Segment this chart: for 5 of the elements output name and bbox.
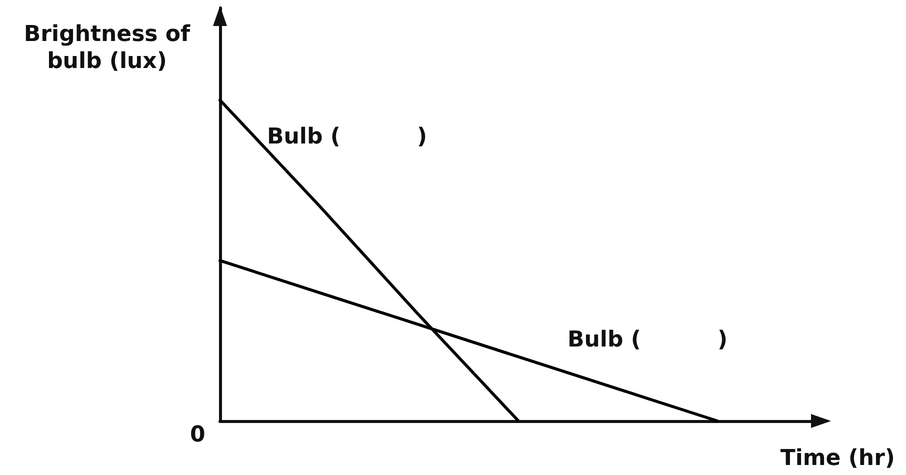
text: 0 <box>190 422 206 448</box>
series-label: Bulb ( ) <box>568 327 728 352</box>
y-axis-title: Brightness of bulb (lux) <box>24 22 191 74</box>
x-axis-title: Time (hr) <box>780 446 895 471</box>
series-label: Bulb ( ) <box>267 124 428 150</box>
